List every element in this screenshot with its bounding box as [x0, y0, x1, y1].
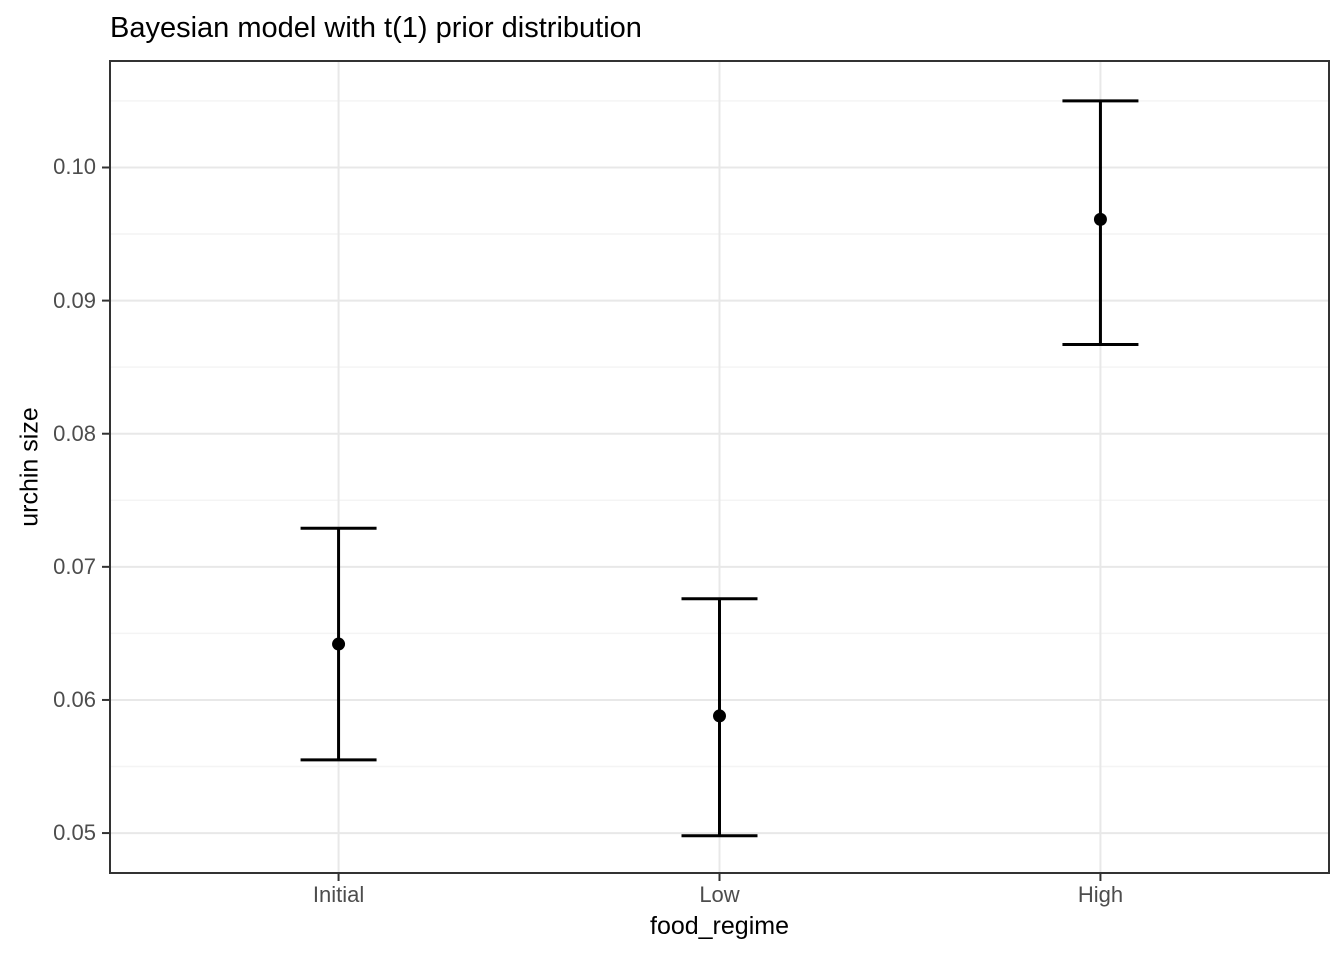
y-axis-title: urchin size — [15, 407, 44, 527]
y-tick-label-0.06: 0.06 — [53, 686, 96, 712]
y-tick-label-0.10: 0.10 — [53, 154, 96, 180]
y-tick-label-0.07: 0.07 — [53, 553, 96, 579]
chart-title: Bayesian model with t(1) prior distribut… — [110, 12, 642, 44]
x-tick-label-initial: Initial — [312, 882, 365, 907]
point-estimate-initial — [332, 637, 346, 651]
point-estimate-high — [1093, 212, 1107, 226]
point-estimate-low — [713, 709, 726, 723]
y-tick-label-0.09: 0.09 — [53, 287, 96, 313]
y-tick-label-0.08: 0.08 — [53, 420, 96, 446]
x-tick-label-low: Low — [699, 882, 740, 907]
x-tick-label-high: High — [1077, 882, 1124, 907]
y-tick-label-0.05: 0.05 — [53, 820, 96, 846]
x-axis-title: food_regime — [650, 912, 789, 940]
